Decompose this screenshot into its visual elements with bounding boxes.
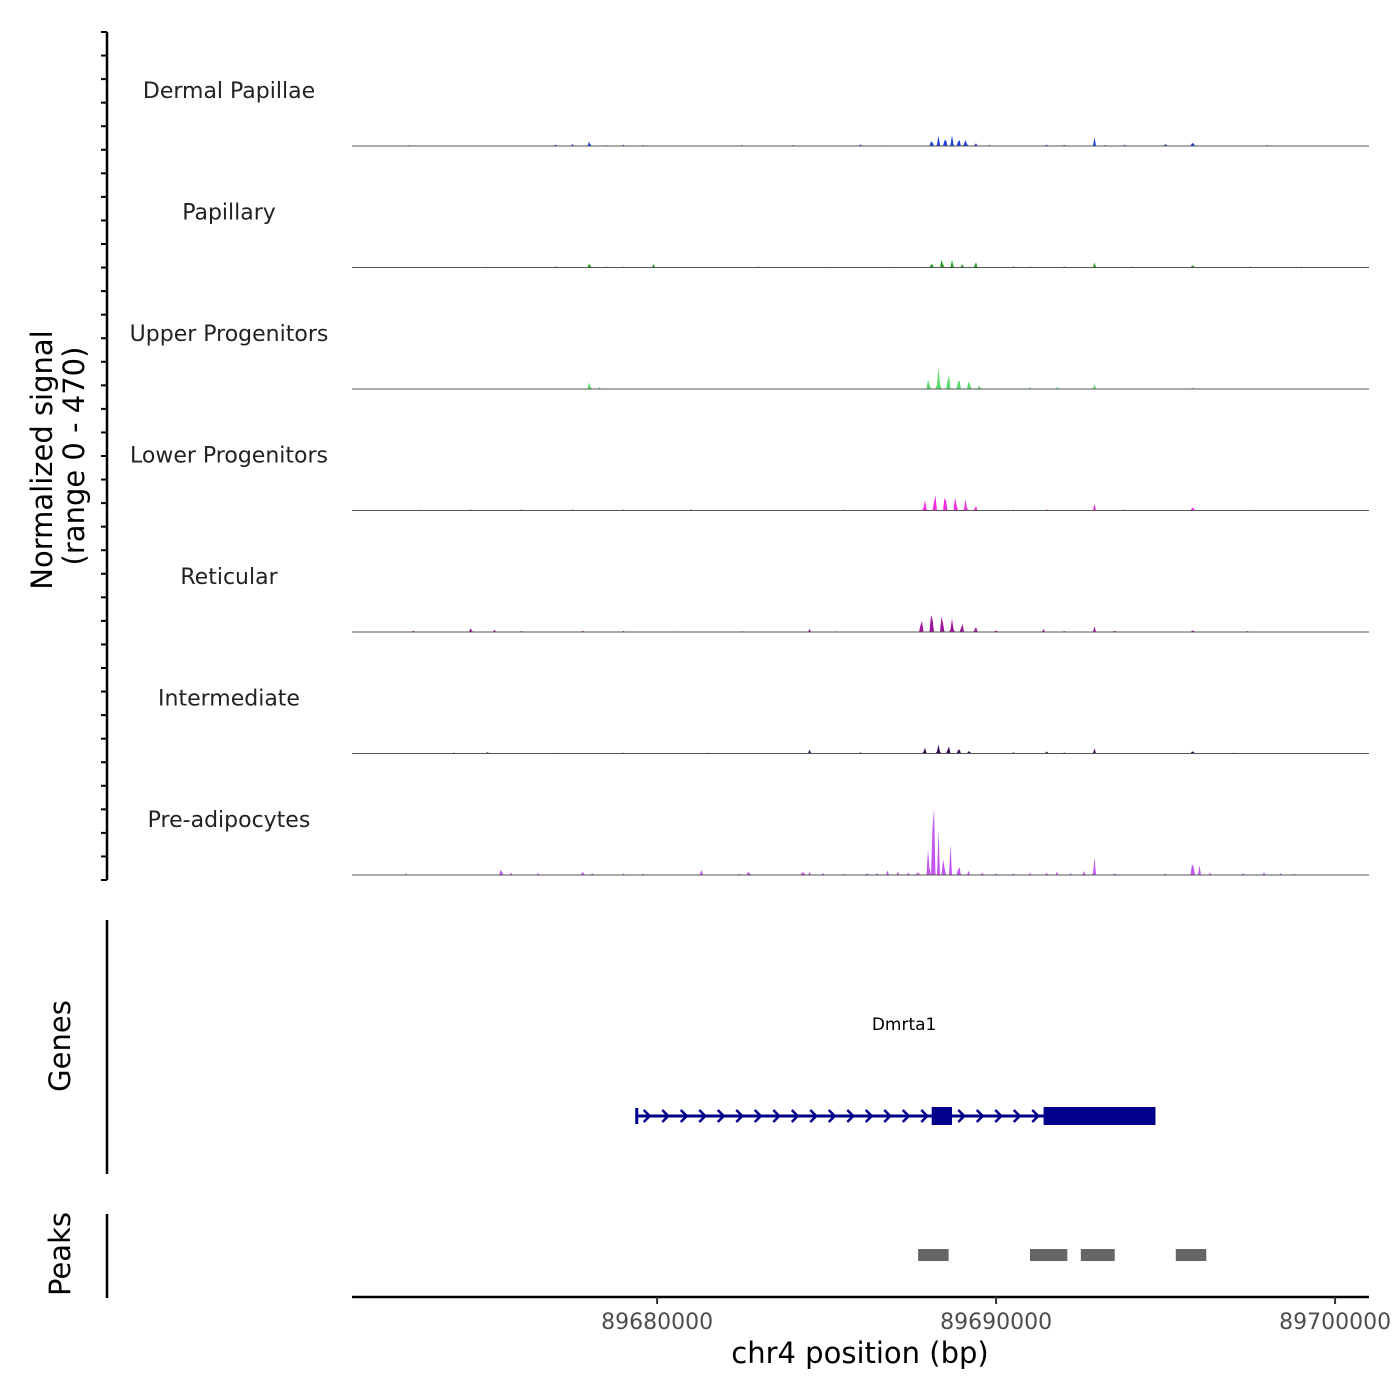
track-signal-area [352,744,1369,754]
strand-arrow-icon [975,1109,985,1123]
strand-arrow-icon [827,1109,837,1123]
gene-exon [1043,1107,1156,1125]
x-tick-label: 89690000 [940,1310,1052,1335]
track-label: Lower Progenitors [130,444,328,469]
strand-arrow-icon [679,1109,689,1123]
track-signal-area [352,614,1369,632]
track-signal-area [352,367,1369,389]
peak-region [1175,1249,1207,1261]
strand-arrow-icon [957,1109,967,1123]
peak-regions [918,1249,1207,1261]
peak-region [918,1249,949,1261]
signal-y-axis-ticks [101,31,107,881]
x-tick-label: 89700000 [1279,1310,1391,1335]
track-dermal-papillae: Dermal Papillae [143,79,1369,147]
track-signal-area [352,495,1369,511]
signal-axis-title-line2: (range 0 - 470) [57,347,91,566]
peaks-panel-label: Peaks [43,1212,77,1296]
track-label: Intermediate [158,687,300,712]
gene-model-dmrta1 [635,1107,1156,1125]
gene-name-label: Dmrta1 [872,1015,937,1035]
strand-arrow-icon [790,1109,800,1123]
track-intermediate: Intermediate [158,687,1369,754]
strand-arrow-icon [864,1109,874,1123]
track-label: Reticular [180,565,278,590]
track-signal-area [352,135,1369,146]
gene-exon [931,1107,953,1125]
track-reticular: Reticular [180,565,1369,633]
strand-arrow-icon [883,1109,893,1123]
track-signal-area [352,808,1369,875]
strand-arrow-icon [753,1109,763,1123]
track-label: Papillary [182,201,276,226]
track-label: Upper Progenitors [130,322,329,347]
strand-arrow-icon [642,1109,652,1123]
signal-tracks: Dermal Papillae Papillary Upper Progenitor… [130,79,1369,876]
x-axis-ticks: 89680000 89690000 89700000 [601,1297,1391,1335]
track-lower-progenitors: Lower Progenitors [130,444,1369,511]
peak-region [1030,1249,1068,1261]
peak-region [1080,1249,1115,1261]
track-signal-area [352,259,1369,268]
signal-axis-title-line1: Normalized signal [25,330,59,589]
strand-arrow-icon [1012,1109,1022,1123]
x-axis-title: chr4 position (bp) [731,1336,988,1370]
genes-panel-label: Genes [43,1000,77,1092]
track-label: Pre-adipocytes [148,808,311,833]
strand-arrow-icon [735,1109,745,1123]
strand-arrow-icon [846,1109,856,1123]
track-pre-adipocytes: Pre-adipocytes [148,808,1369,876]
strand-arrow-icon [772,1109,782,1123]
track-papillary: Papillary [182,201,1369,268]
track-label: Dermal Papillae [143,79,315,104]
strand-arrow-icon [809,1109,819,1123]
x-tick-label: 89680000 [601,1310,713,1335]
strand-arrow-icon [920,1109,930,1123]
strand-arrow-icon [994,1109,1004,1123]
strand-arrow-icon [698,1109,708,1123]
strand-arrow-icon [716,1109,726,1123]
track-upper-progenitors: Upper Progenitors [130,322,1369,390]
strand-arrow-icon [901,1109,911,1123]
strand-arrow-icon [661,1109,671,1123]
strand-arrow-icon [1031,1109,1041,1123]
